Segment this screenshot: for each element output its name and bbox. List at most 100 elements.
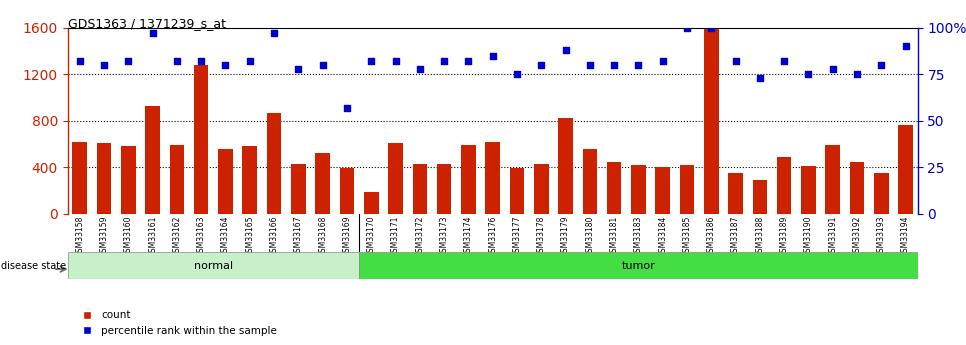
Text: GSM33192: GSM33192: [852, 216, 862, 257]
Text: GSM33168: GSM33168: [318, 216, 327, 257]
Bar: [825, 145, 840, 214]
Legend: count, percentile rank within the sample: count, percentile rank within the sample: [72, 306, 281, 340]
Text: GSM33176: GSM33176: [488, 216, 497, 257]
Text: GSM33172: GSM33172: [415, 216, 424, 257]
Text: GSM33169: GSM33169: [342, 216, 352, 257]
Point: [169, 58, 185, 64]
Point: [145, 30, 160, 36]
Point: [873, 62, 889, 68]
Point: [121, 58, 136, 64]
Text: GSM33173: GSM33173: [440, 216, 448, 257]
Text: GSM33181: GSM33181: [610, 216, 618, 257]
Bar: [170, 145, 185, 214]
Text: GSM33158: GSM33158: [75, 216, 84, 257]
Bar: [364, 193, 379, 214]
Bar: [534, 164, 549, 214]
Bar: [510, 168, 525, 214]
Point: [242, 58, 258, 64]
Bar: [218, 149, 233, 214]
Point: [509, 71, 525, 77]
Bar: [461, 145, 475, 214]
Text: GSM33190: GSM33190: [804, 216, 813, 257]
Text: GSM33185: GSM33185: [682, 216, 692, 257]
Point: [631, 62, 646, 68]
Text: GSM33193: GSM33193: [877, 216, 886, 257]
FancyBboxPatch shape: [68, 252, 359, 279]
Text: GSM33159: GSM33159: [99, 216, 108, 257]
Point: [363, 58, 379, 64]
Point: [339, 105, 355, 110]
Bar: [242, 146, 257, 214]
Point: [437, 58, 452, 64]
Bar: [121, 146, 135, 214]
Point: [267, 30, 282, 36]
Point: [72, 58, 88, 64]
Point: [485, 53, 500, 58]
Text: GSM33194: GSM33194: [901, 216, 910, 257]
Point: [582, 62, 598, 68]
Point: [825, 66, 840, 71]
Text: GDS1363 / 1371239_s_at: GDS1363 / 1371239_s_at: [68, 17, 226, 30]
Text: GSM33179: GSM33179: [561, 216, 570, 257]
Bar: [145, 106, 160, 214]
Text: GSM33180: GSM33180: [585, 216, 594, 257]
Text: tumor: tumor: [621, 261, 655, 270]
Text: GSM33187: GSM33187: [731, 216, 740, 257]
Bar: [680, 165, 695, 214]
Bar: [485, 142, 500, 214]
Text: normal: normal: [194, 261, 233, 270]
Point: [679, 25, 695, 30]
Bar: [558, 118, 573, 214]
Bar: [388, 143, 403, 214]
Point: [461, 58, 476, 64]
Point: [897, 43, 913, 49]
Text: GSM33165: GSM33165: [245, 216, 254, 257]
Text: GSM33186: GSM33186: [707, 216, 716, 257]
Bar: [267, 112, 281, 214]
Point: [703, 25, 719, 30]
Bar: [728, 173, 743, 214]
Point: [533, 62, 549, 68]
Text: GSM33191: GSM33191: [828, 216, 838, 257]
Point: [801, 71, 816, 77]
Text: GSM33160: GSM33160: [124, 216, 133, 257]
Text: GSM33166: GSM33166: [270, 216, 278, 257]
Bar: [315, 153, 330, 214]
Text: disease state: disease state: [1, 261, 66, 270]
Text: GSM33161: GSM33161: [148, 216, 157, 257]
Text: GSM33184: GSM33184: [658, 216, 668, 257]
Point: [217, 62, 233, 68]
Bar: [777, 157, 791, 214]
Point: [387, 58, 403, 64]
FancyBboxPatch shape: [359, 252, 918, 279]
Bar: [582, 149, 597, 214]
Bar: [437, 164, 451, 214]
Point: [193, 58, 209, 64]
Bar: [898, 125, 913, 214]
Bar: [291, 164, 305, 214]
Text: GSM33163: GSM33163: [197, 216, 206, 257]
Point: [412, 66, 428, 71]
Bar: [194, 65, 209, 214]
Bar: [801, 166, 815, 214]
Bar: [412, 164, 427, 214]
Point: [849, 71, 865, 77]
Text: GSM33189: GSM33189: [780, 216, 788, 257]
Text: GSM33174: GSM33174: [464, 216, 473, 257]
Bar: [340, 168, 355, 214]
Bar: [704, 29, 719, 214]
Text: GSM33178: GSM33178: [537, 216, 546, 257]
Point: [777, 58, 792, 64]
Text: GSM33183: GSM33183: [634, 216, 643, 257]
Text: GSM33167: GSM33167: [294, 216, 303, 257]
Point: [655, 58, 670, 64]
Bar: [874, 173, 889, 214]
Point: [291, 66, 306, 71]
Text: GSM33188: GSM33188: [755, 216, 764, 257]
Text: GSM33171: GSM33171: [391, 216, 400, 257]
Point: [315, 62, 330, 68]
Point: [557, 47, 573, 53]
Point: [607, 62, 622, 68]
Bar: [631, 165, 645, 214]
Point: [97, 62, 112, 68]
